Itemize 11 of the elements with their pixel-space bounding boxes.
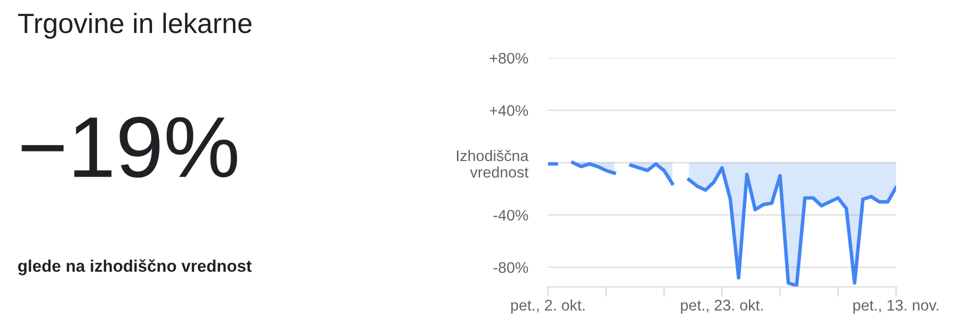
- text: Trgovine in lekarne: [18, 12, 252, 39]
- x-tick-label: pet., 23. okt.: [680, 299, 763, 314]
- y-tick-label: -40%: [494, 210, 528, 221]
- x-tick-label: pet., 2. okt.: [511, 299, 584, 314]
- y-tick-label: Izhodiščna vrednost: [456, 150, 529, 178]
- text: glede na izhodiščno vrednost: [18, 259, 252, 276]
- y-tick-label: +80%: [490, 52, 528, 64]
- x-tick-label: pet., 13. nov.: [853, 300, 938, 314]
- text: −19%: [22, 116, 238, 178]
- y-tick-label: -80%: [494, 262, 528, 273]
- y-tick-label: +40%: [490, 105, 528, 116]
